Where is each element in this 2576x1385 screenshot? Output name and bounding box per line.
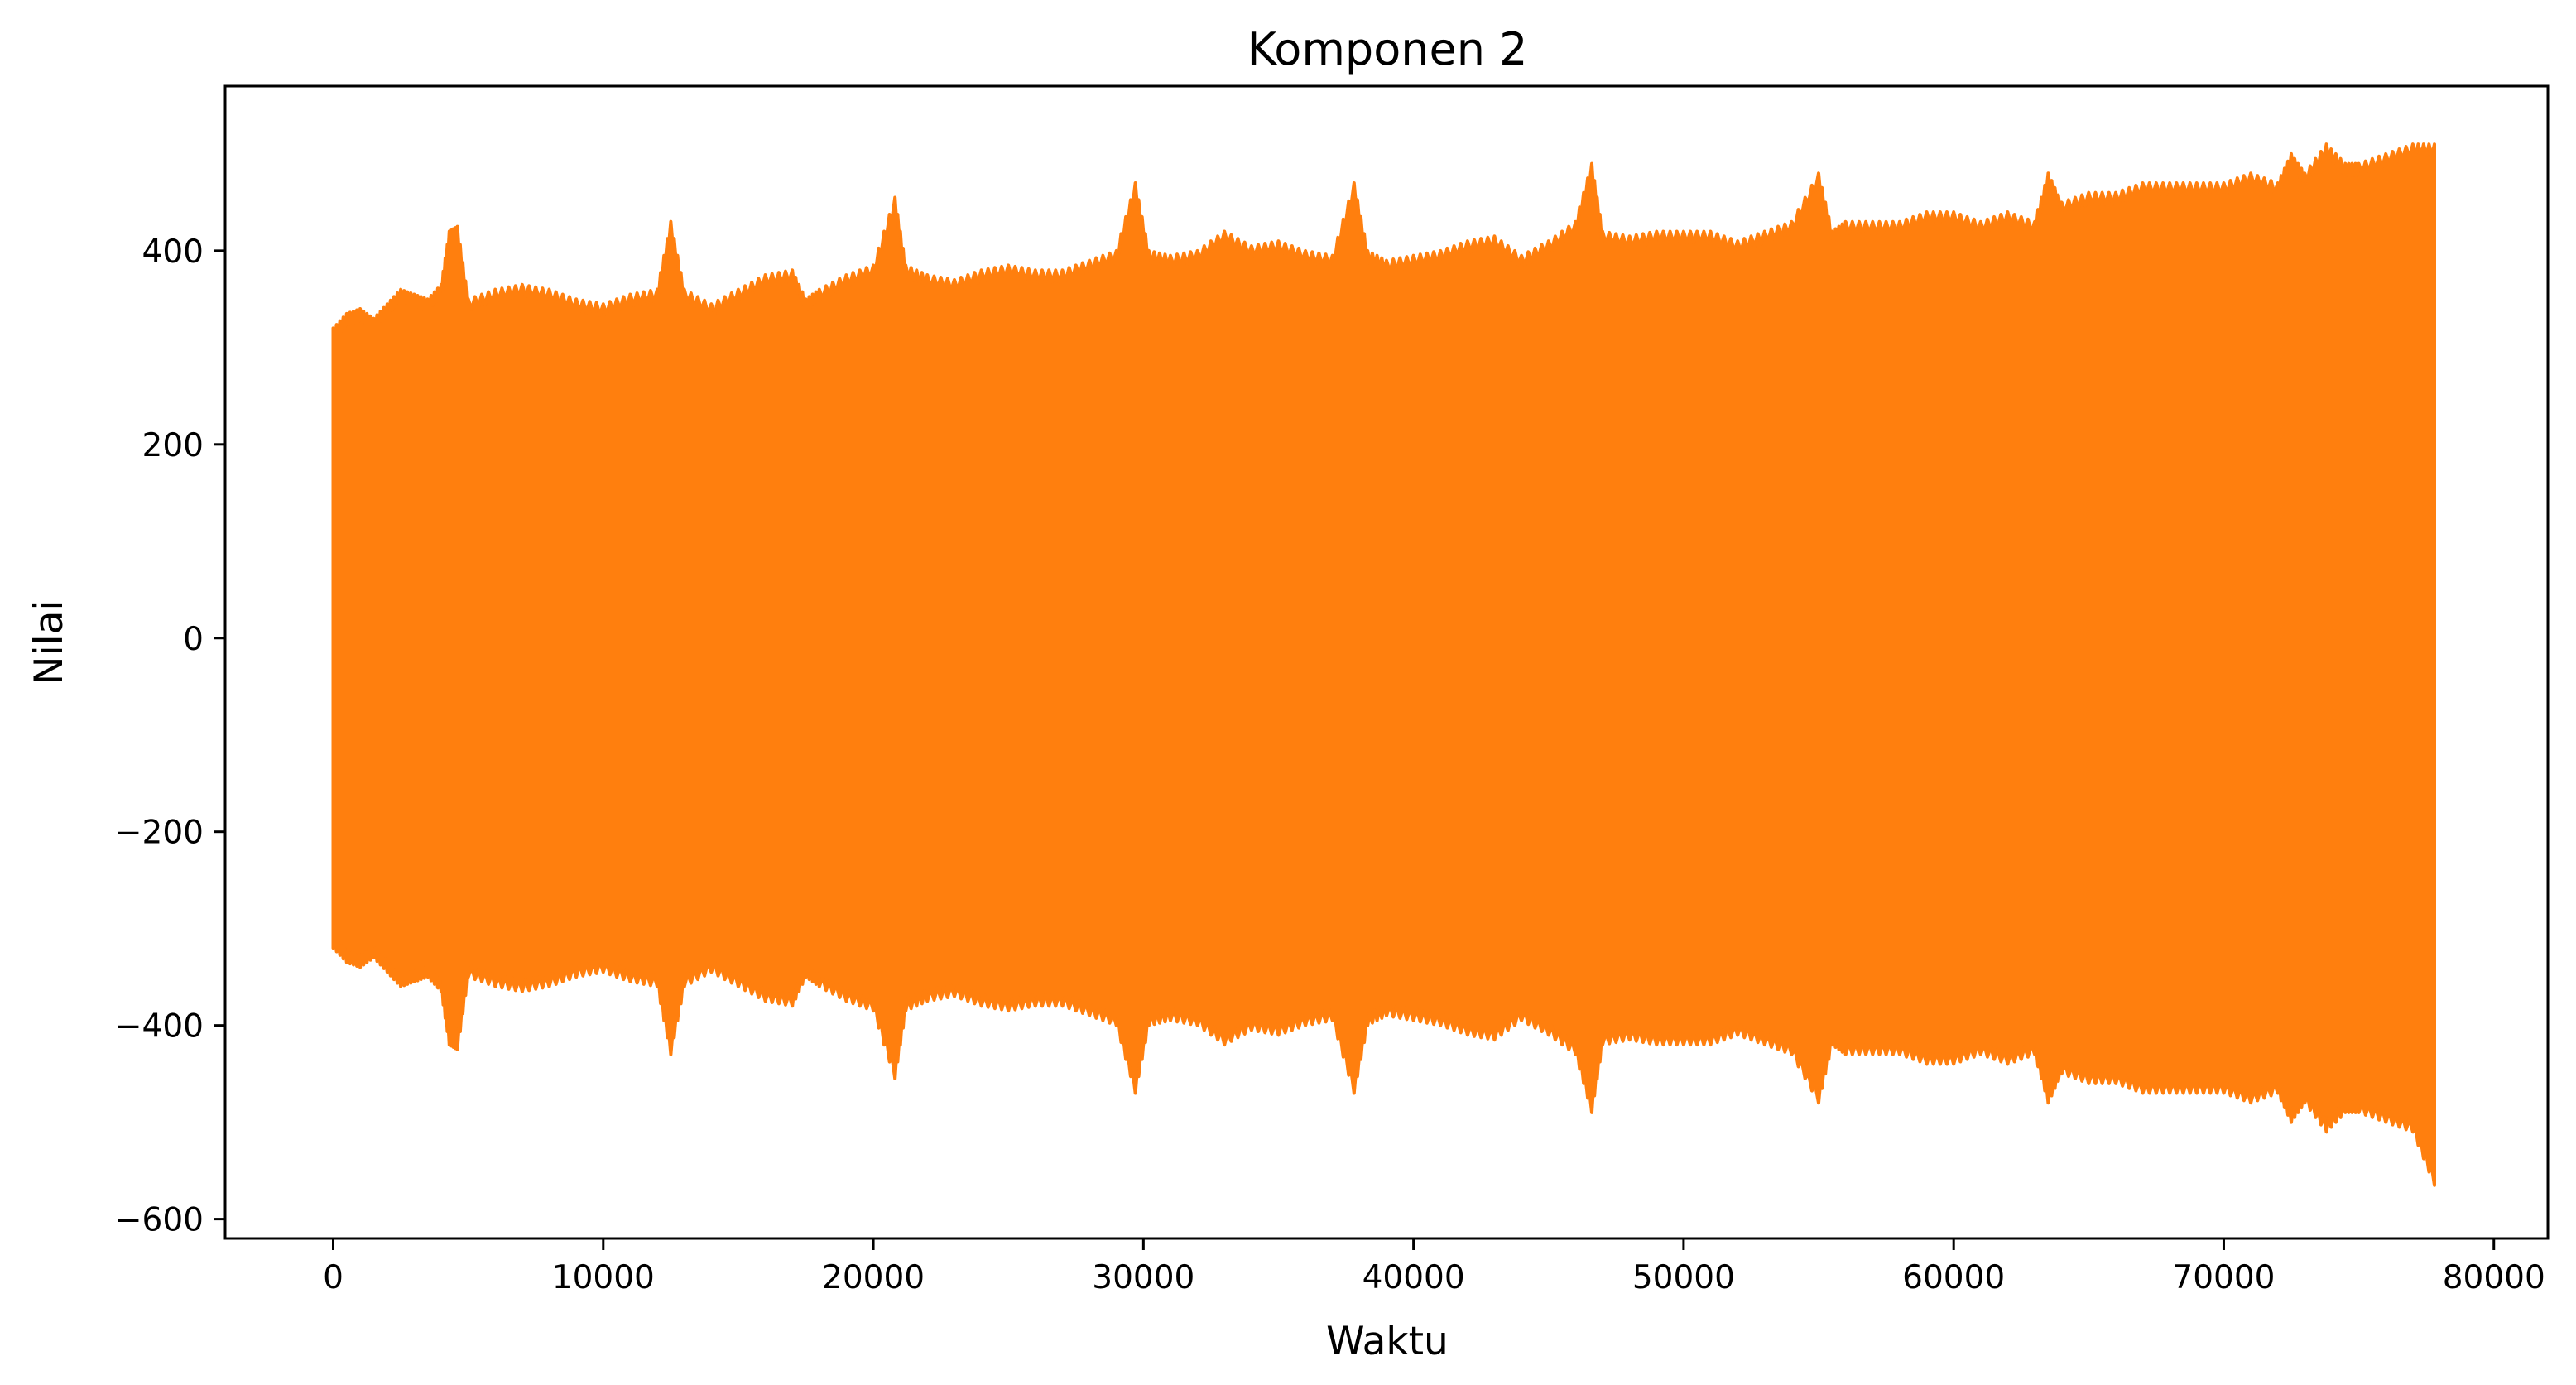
x-tick-label: 0: [323, 1259, 344, 1296]
y-tick-label: 200: [142, 427, 204, 464]
plot-area: [331, 142, 2436, 1187]
x-tick-label: 20000: [822, 1259, 925, 1296]
x-tick-label: 40000: [1362, 1259, 1465, 1296]
x-axis: 0 10000 20000 30000 40000 50000 60000 70000 8000…: [323, 1238, 2545, 1296]
x-tick-label: 30000: [1092, 1259, 1194, 1296]
y-axis-label: Nilai: [26, 599, 72, 685]
x-tick-label: 70000: [2172, 1259, 2275, 1296]
y-tick-label: 0: [183, 621, 204, 658]
x-tick-label: 60000: [1902, 1259, 2005, 1296]
x-tick-label: 80000: [2443, 1259, 2545, 1296]
axes-frame: [223, 84, 2550, 1240]
y-tick-label: −400: [115, 1008, 204, 1046]
x-axis-label: Waktu: [1326, 1319, 1449, 1364]
y-axis: −600 −400 −200 0 200 400: [115, 233, 225, 1239]
chart-title: Komponen 2: [1247, 23, 1528, 75]
y-tick-label: −200: [115, 815, 204, 852]
x-tick-label: 50000: [1632, 1259, 1735, 1296]
y-tick-label: −600: [115, 1202, 204, 1239]
series-0-signal: [331, 142, 2436, 1187]
y-tick-label: 400: [142, 233, 204, 271]
x-tick-label: 10000: [552, 1259, 655, 1296]
